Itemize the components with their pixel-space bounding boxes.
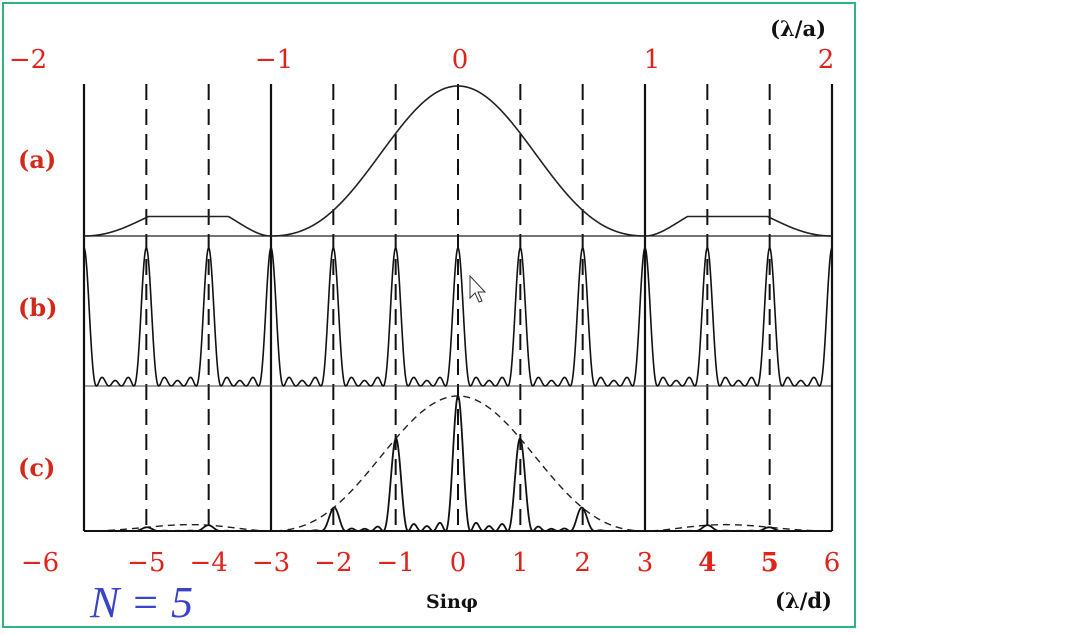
- bottom-tick-label: −5: [127, 548, 165, 578]
- bottom-tick-label: 2: [574, 548, 591, 578]
- bottom-tick-label: −3: [252, 548, 290, 578]
- panel-label: (a): [18, 145, 56, 174]
- top-tick-label: 2: [818, 45, 835, 75]
- n-value-label: N = 5: [89, 578, 193, 627]
- combined-diffraction-pattern-curve: [84, 394, 832, 532]
- bottom-tick-label: 6: [824, 548, 841, 578]
- panel-label: (b): [18, 293, 58, 322]
- bottom-tick-label: −2: [314, 548, 352, 578]
- bottom-tick-label: −6: [21, 548, 59, 578]
- mouse-cursor-icon: [469, 274, 487, 303]
- diffraction-figure: −2 −1 0 1 2 (λ/a) −6 −5 −4 −3 −2 −1 0 1 2 3 4 5 6 (λ/d) (a) (…: [9, 16, 840, 627]
- bottom-tick-label: 1: [512, 548, 529, 578]
- vertical-guide-lines: [82, 84, 834, 531]
- top-tick-label: −1: [255, 45, 293, 75]
- top-tick-label: 1: [644, 45, 661, 75]
- bottom-tick-label: −4: [190, 548, 228, 578]
- top-tick-label: −2: [9, 45, 47, 75]
- panel-label: (c): [18, 453, 55, 482]
- multi-slit-interference-curve: [83, 247, 833, 387]
- figure-labels: −2 −1 0 1 2 (λ/a) −6 −5 −4 −3 −2 −1 0 1 2 3 4 5 6 (λ/d) (a) (…: [9, 16, 840, 627]
- figure-frame: −2 −1 0 1 2 (λ/a) −6 −5 −4 −3 −2 −1 0 1 2 3 4 5 6 (λ/d) (a) (…: [2, 2, 856, 628]
- intensity-curves: [83, 85, 833, 532]
- bottom-tick-label: −1: [377, 548, 415, 578]
- top-tick-label: 0: [452, 45, 469, 75]
- axis-lines: [83, 84, 833, 532]
- single-slit-envelope-curve: [84, 85, 832, 237]
- bottom-tick-label: 4: [698, 548, 716, 578]
- top-axis-unit: (λ/a): [770, 16, 826, 41]
- x-axis-label: Sinφ: [426, 591, 478, 613]
- bottom-tick-label: 5: [761, 548, 779, 578]
- bottom-tick-label: 0: [450, 548, 467, 578]
- bottom-axis-unit: (λ/d): [775, 588, 832, 613]
- bottom-tick-label: 3: [637, 548, 654, 578]
